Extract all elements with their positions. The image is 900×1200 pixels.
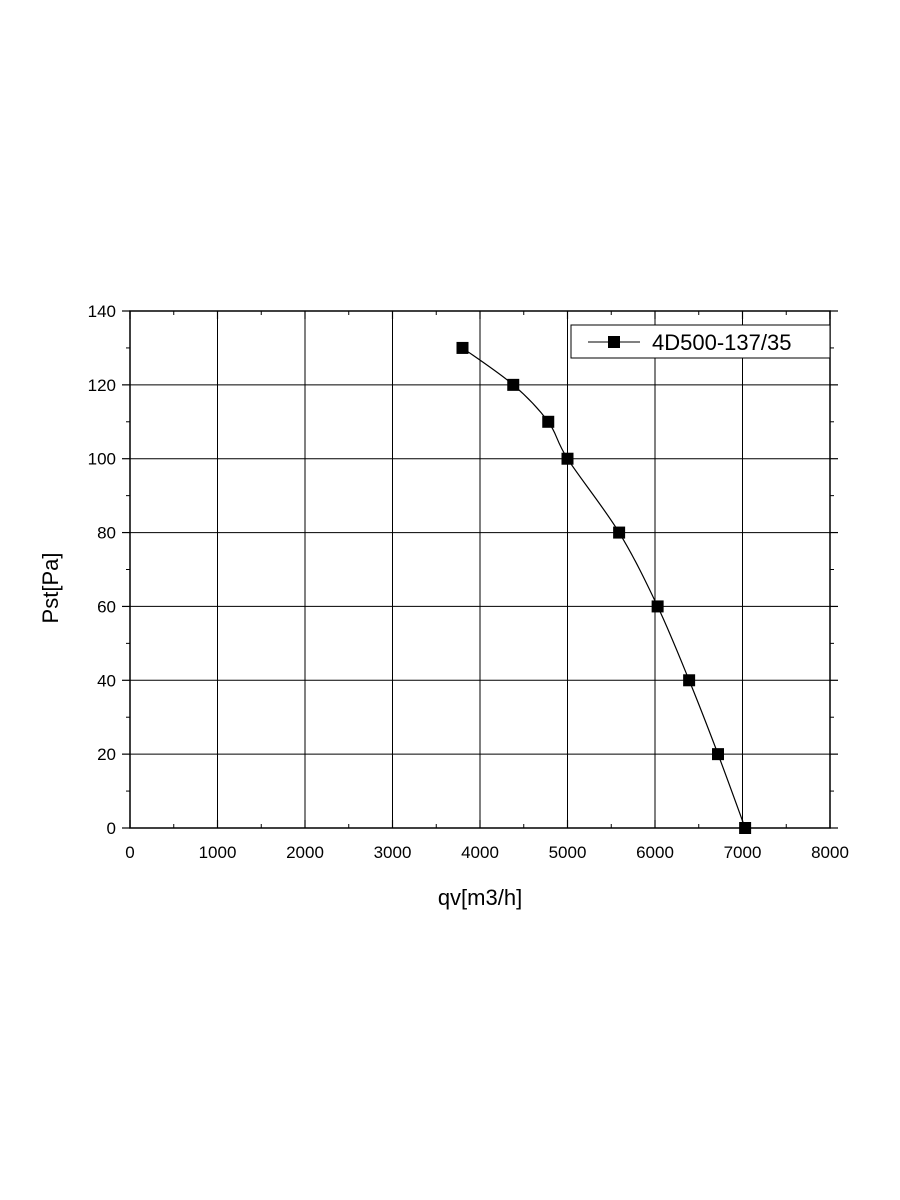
data-point (712, 748, 724, 761)
series (456, 341, 752, 834)
y-tick-label: 60 (97, 597, 116, 616)
x-tick-label: 6000 (636, 843, 674, 862)
y-tick-label: 80 (97, 524, 116, 543)
data-point (507, 378, 520, 391)
y-axis-title: Pst[Pa] (38, 553, 63, 624)
legend: 4D500-137/35 (570, 324, 831, 359)
y-tick-label: 20 (97, 745, 116, 764)
x-tick-label: 0 (125, 843, 134, 862)
x-axis-title: qv[m3/h] (438, 885, 522, 910)
y-axis: 0 20 40 60 80 100 120 140 (88, 302, 838, 838)
x-tick-label: 8000 (811, 843, 849, 862)
data-point (683, 674, 696, 687)
grid (130, 311, 830, 828)
x-tick-label: 7000 (724, 843, 762, 862)
x-tick-label: 4000 (461, 843, 499, 862)
data-point (739, 822, 752, 834)
x-tick-label: 5000 (549, 843, 587, 862)
x-axis: 0 1000 2000 3000 4000 5000 6000 7000 8000 (125, 311, 849, 862)
series-line (462, 347, 746, 829)
data-point (542, 415, 555, 428)
y-tick-label: 100 (88, 450, 116, 469)
data-point (561, 452, 574, 465)
data-point (613, 526, 626, 539)
data-point (456, 341, 469, 354)
y-tick-label: 140 (88, 302, 116, 321)
y-tick-label: 120 (88, 376, 116, 395)
x-tick-label: 3000 (374, 843, 412, 862)
y-tick-label: 40 (97, 671, 116, 690)
x-tick-label: 2000 (286, 843, 324, 862)
y-tick-label: 0 (107, 819, 116, 838)
legend-marker (608, 336, 620, 348)
data-point (651, 600, 664, 613)
legend-label: 4D500-137/35 (652, 330, 791, 355)
x-tick-label: 1000 (199, 843, 237, 862)
